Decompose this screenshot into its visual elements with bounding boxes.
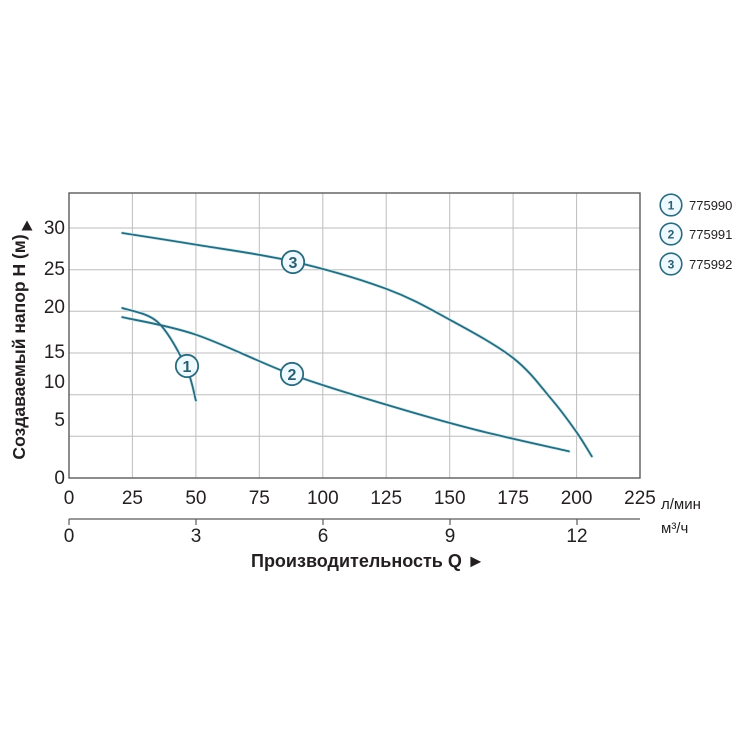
svg-text:1: 1 — [183, 359, 192, 376]
svg-text:м³/ч: м³/ч — [661, 520, 688, 537]
svg-text:2: 2 — [288, 367, 297, 384]
svg-text:3: 3 — [668, 258, 675, 272]
svg-text:30: 30 — [44, 218, 65, 239]
svg-text:3: 3 — [191, 526, 202, 547]
svg-text:5: 5 — [54, 410, 65, 431]
svg-text:150: 150 — [434, 488, 466, 509]
svg-text:л/мин: л/мин — [661, 496, 701, 513]
svg-text:25: 25 — [122, 488, 143, 509]
svg-text:Создаваемый напор H (м): Создаваемый напор H (м) — [9, 234, 29, 459]
svg-text:775992: 775992 — [689, 257, 732, 272]
svg-text:6: 6 — [318, 526, 329, 547]
svg-text:50: 50 — [185, 488, 206, 509]
svg-text:0: 0 — [64, 526, 75, 547]
svg-text:25: 25 — [44, 259, 65, 280]
svg-text:775991: 775991 — [689, 227, 732, 242]
svg-text:775990: 775990 — [689, 198, 732, 213]
svg-text:0: 0 — [64, 488, 75, 509]
svg-text:12: 12 — [566, 526, 587, 547]
svg-text:Производительность Q ►: Производительность Q ► — [251, 551, 485, 571]
svg-text:3: 3 — [289, 255, 298, 272]
svg-text:0: 0 — [54, 468, 65, 489]
svg-text:100: 100 — [307, 488, 339, 509]
svg-text:175: 175 — [497, 488, 529, 509]
svg-text:225: 225 — [624, 488, 656, 509]
svg-text:200: 200 — [561, 488, 593, 509]
svg-text:75: 75 — [249, 488, 270, 509]
svg-text:2: 2 — [668, 228, 675, 242]
svg-text:15: 15 — [44, 342, 65, 363]
svg-text:1: 1 — [668, 199, 675, 213]
svg-text:20: 20 — [44, 297, 65, 318]
svg-text:125: 125 — [370, 488, 402, 509]
svg-text:10: 10 — [44, 372, 65, 393]
svg-text:9: 9 — [445, 526, 456, 547]
